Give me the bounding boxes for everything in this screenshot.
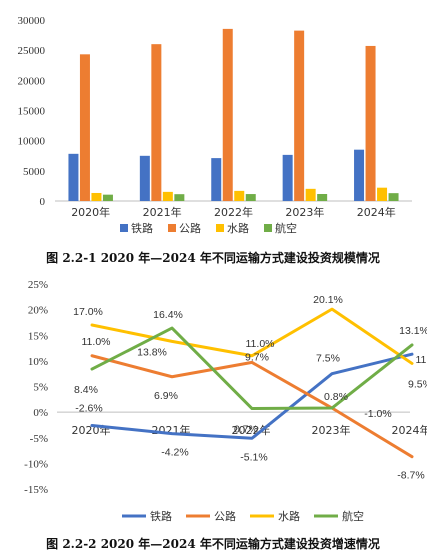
bar-公路-2021年 — [151, 44, 162, 202]
bar-水路-2021年 — [162, 191, 173, 201]
data-label-铁路: -5.1% — [240, 451, 267, 463]
bar-铁路-2021年 — [139, 155, 150, 201]
x-tick-label: 2021年 — [143, 205, 182, 219]
bar-铁路-2023年 — [282, 154, 293, 201]
data-label-水路: 13.8% — [137, 346, 167, 358]
data-label-航空: 8.4% — [74, 384, 98, 396]
data-label-公路: 9.7% — [245, 351, 269, 363]
line-chart-investment-growth: -15%-10%-5%0%5%10%15%20%25%2020年 2021年 202… — [24, 279, 427, 523]
data-label-航空: 0.7% — [234, 424, 258, 436]
y-tick-label: 25000 — [18, 45, 46, 57]
data-label-铁路: -2.6% — [75, 402, 102, 414]
y-tick-label: 5% — [33, 382, 48, 394]
data-label-航空: 13.1% — [399, 325, 427, 337]
legend-label-公路: 公路 — [179, 222, 201, 235]
data-label-铁路: -4.2% — [161, 447, 188, 459]
y-tick-label: -5% — [30, 433, 48, 445]
bar-铁路-2020年 — [68, 153, 79, 201]
bar-铁路-2022年 — [211, 158, 222, 201]
y-tick-label: 10% — [28, 356, 48, 368]
bar-公路-2020年 — [79, 54, 90, 202]
legend-label-水路: 水路 — [227, 222, 249, 235]
line-铁路 — [90, 352, 414, 440]
y-tick-label: 0% — [33, 407, 48, 419]
y-tick-label: 5000 — [23, 166, 46, 178]
legend-label-水路: 水路 — [278, 510, 300, 523]
data-label-铁路: 7.5% — [316, 353, 340, 365]
y-tick-label: 15000 — [18, 106, 46, 118]
x-tick-label: 2023年 — [312, 423, 351, 437]
data-label-公路: 6.9% — [154, 390, 178, 402]
bar-航空-2020年 — [102, 194, 113, 201]
y-tick-label: -10% — [24, 458, 48, 470]
line-航空 — [90, 326, 414, 411]
legend-swatch-航空 — [264, 224, 272, 232]
bar-铁路-2024年 — [354, 149, 365, 201]
bar-chart-investment-scale: 0 5000 10000 15000 20000 25000 30000 2020年 2021年… — [18, 15, 412, 235]
bar-水路-2023年 — [305, 188, 316, 201]
legend-swatch-公路 — [168, 224, 176, 232]
line-水路 — [90, 307, 414, 365]
x-tick-label: 2024年 — [392, 423, 427, 437]
x-tick-label: 2024年 — [357, 205, 396, 219]
y-tick-label: 20000 — [18, 75, 46, 87]
bar-水路-2020年 — [91, 192, 102, 201]
bar-公路-2023年 — [294, 30, 305, 201]
legend-label-航空: 航空 — [275, 221, 297, 235]
y-tick-label: 20% — [28, 305, 48, 317]
x-tick-label: 2023年 — [285, 205, 324, 219]
data-label-公路: -8.7% — [397, 470, 424, 482]
data-label-公路: 0.8% — [324, 391, 348, 403]
data-label-水路: 20.1% — [313, 294, 343, 306]
legend-label-铁路: 铁路 — [131, 222, 153, 235]
y-tick-label: -15% — [24, 484, 48, 496]
x-tick-label: 2022年 — [214, 205, 253, 219]
data-label-公路: 11.0% — [82, 336, 111, 348]
y-tick-label: 10000 — [18, 136, 46, 148]
data-label-铁路: 11.3% — [416, 354, 427, 366]
legend-swatch-水路 — [216, 224, 224, 232]
y-tick-label: 15% — [28, 330, 48, 342]
x-tick-label: 2020年 — [71, 205, 110, 219]
bar-公路-2022年 — [222, 28, 233, 201]
x-tick-label: 2022年 — [232, 423, 271, 437]
bar-水路-2022年 — [234, 190, 245, 201]
legend-swatch-铁路 — [120, 224, 128, 232]
legend-label-航空: 航空 — [342, 509, 364, 523]
y-tick-label: 25% — [28, 279, 48, 291]
data-label-航空: -1.0% — [364, 408, 391, 420]
bar-水路-2024年 — [377, 187, 388, 201]
line-公路 — [90, 354, 414, 459]
legend-label-铁路: 铁路 — [150, 510, 172, 523]
bar-航空-2021年 — [174, 194, 185, 201]
y-tick-label: 0 — [40, 196, 46, 208]
bar-航空-2023年 — [317, 194, 328, 201]
data-label-水路: 17.0% — [73, 306, 103, 318]
bar-航空-2022年 — [245, 194, 256, 201]
figure-caption-2: 图 2.2-2 2020 年—2024 年不同运输方式建设投资增速情况 — [46, 536, 380, 551]
figure-caption-1: 图 2.2-1 2020 年—2024 年不同运输方式建设投资规模情况 — [46, 250, 380, 265]
bar-航空-2024年 — [388, 193, 399, 201]
bar-公路-2024年 — [365, 45, 376, 202]
data-label-航空: 16.4% — [153, 309, 183, 321]
legend-label-公路: 公路 — [214, 510, 236, 523]
data-label-水路: 9.5% — [408, 378, 427, 390]
y-tick-label: 30000 — [18, 15, 46, 27]
data-label-水路: 11.0% — [246, 338, 275, 350]
